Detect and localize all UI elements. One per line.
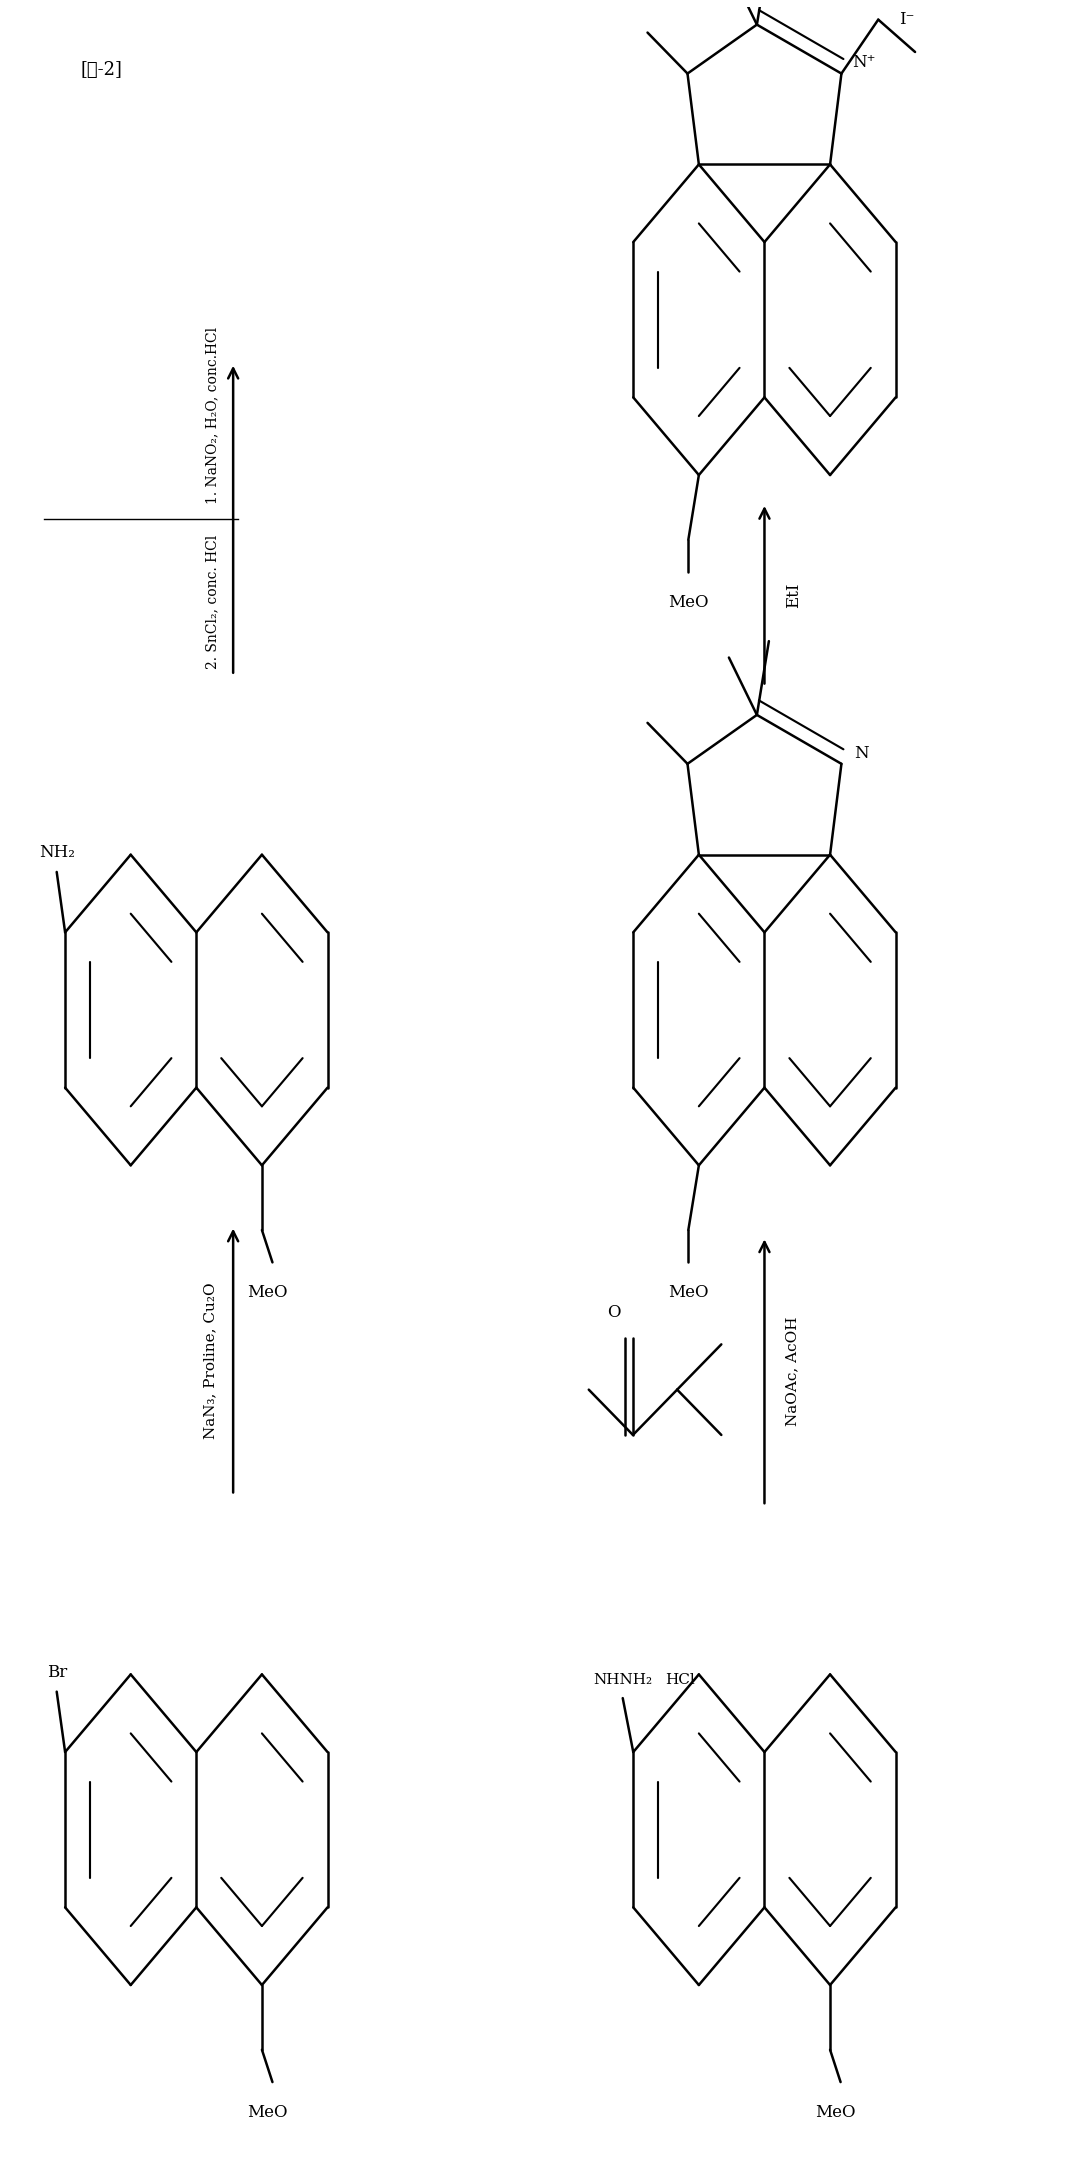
Text: NH₂: NH₂ [38,845,75,862]
Text: I⁻: I⁻ [900,11,915,28]
Text: 1. NaNO₂, H₂O, conc.HCl: 1. NaNO₂, H₂O, conc.HCl [206,328,220,504]
Text: MeO: MeO [668,1283,709,1300]
Text: HCl: HCl [665,1674,695,1687]
Text: MeO: MeO [668,593,709,610]
Text: N: N [854,745,869,762]
Text: N⁺: N⁺ [852,54,875,72]
Text: MeO: MeO [247,1283,288,1300]
Text: [도-2]: [도-2] [81,61,123,78]
Text: MeO: MeO [247,2104,288,2121]
Text: NaOAc, AcOH: NaOAc, AcOH [786,1316,800,1426]
Text: MeO: MeO [815,2104,856,2121]
Text: EtI: EtI [786,582,803,608]
Text: O: O [608,1303,620,1320]
Text: NHNH₂: NHNH₂ [593,1674,652,1687]
Text: Br: Br [47,1663,67,1680]
Text: 2. SnCl₂, conc. HCl: 2. SnCl₂, conc. HCl [206,534,220,669]
Text: NaN₃, Proline, Cu₂O: NaN₃, Proline, Cu₂O [204,1283,217,1439]
